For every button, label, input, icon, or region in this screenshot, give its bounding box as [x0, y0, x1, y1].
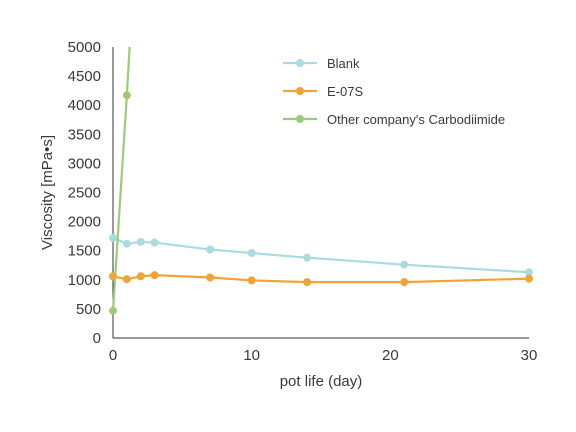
legend-swatch-marker	[296, 115, 304, 123]
legend-swatch-marker	[296, 59, 304, 67]
y-axis-label: Viscosity [mPa•s]	[39, 135, 56, 250]
y-tick-label: 2000	[68, 214, 101, 231]
x-tick-label: 10	[243, 347, 260, 364]
data-point	[303, 253, 312, 262]
data-point	[247, 249, 256, 258]
y-tick-label: 0	[93, 330, 101, 347]
data-point	[303, 278, 312, 287]
y-tick-label: 1500	[68, 243, 101, 260]
legend: Blank E-07S Other company's Carbodiimide	[283, 56, 505, 127]
series-lines	[111, 46, 530, 311]
data-point	[136, 272, 145, 281]
x-tick-label: 30	[521, 347, 538, 364]
series-points	[109, 91, 533, 315]
data-point	[109, 306, 117, 315]
series-line-2	[111, 46, 131, 311]
x-tick-labels: 0 10 20 30	[109, 347, 538, 364]
data-point	[122, 275, 131, 284]
data-point	[525, 274, 533, 283]
y-tick-label: 1000	[68, 272, 101, 289]
legend-label: Blank	[327, 56, 360, 71]
legend-label: Other company's Carbodiimide	[327, 112, 505, 127]
x-tick-label: 20	[382, 347, 399, 364]
data-point	[109, 233, 117, 242]
data-point	[206, 245, 215, 254]
series-line-1	[112, 274, 530, 284]
y-tick-label: 4500	[68, 68, 101, 85]
axes	[112, 47, 529, 339]
series-line-0	[112, 236, 530, 274]
y-tick-label: 2500	[68, 185, 101, 202]
x-axis-label: pot life (day)	[280, 373, 363, 390]
y-tick-labels: 0 500 1000 1500 2000 2500 3000 3500 4000 4500 5000	[68, 39, 101, 347]
y-tick-label: 3000	[68, 155, 101, 172]
y-tick-label: 500	[76, 301, 101, 318]
data-point	[136, 237, 145, 246]
y-tick-label: 4000	[68, 97, 101, 114]
x-tick-label: 0	[109, 347, 117, 364]
data-point	[400, 260, 409, 269]
legend-label: E-07S	[327, 84, 363, 99]
data-point	[247, 276, 256, 285]
data-point	[122, 239, 131, 248]
y-tick-label: 5000	[68, 39, 101, 56]
data-point	[150, 271, 159, 280]
data-point	[206, 273, 215, 282]
data-point	[109, 272, 117, 281]
data-point	[525, 268, 533, 277]
data-point	[400, 278, 409, 287]
y-tick-label: 3500	[68, 126, 101, 143]
legend-swatch-marker	[296, 87, 304, 95]
data-point	[150, 238, 159, 247]
data-point	[122, 91, 131, 100]
